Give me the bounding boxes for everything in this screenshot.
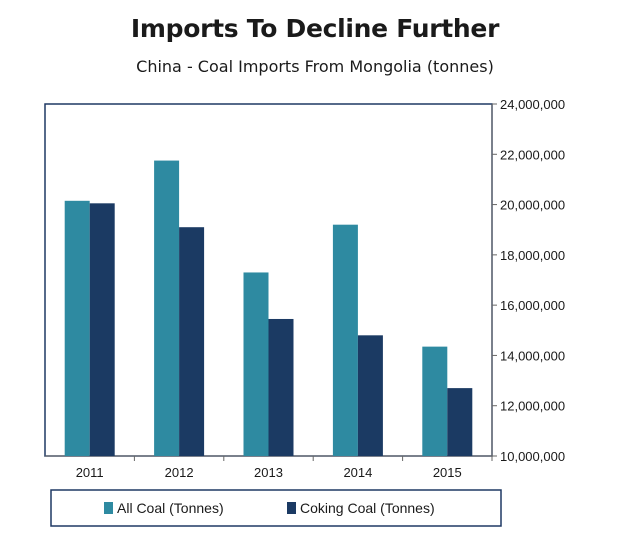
bar-coking-coal-2013 — [268, 318, 294, 456]
bar-all-coal-2014 — [332, 224, 358, 456]
chart-subtitle: China - Coal Imports From Mongolia (tonn… — [136, 57, 494, 76]
bar-coking-coal-2015 — [447, 388, 473, 456]
y-tick-label: 20,000,000 — [500, 198, 565, 213]
legend-label-all-coal: All Coal (Tonnes) — [117, 500, 224, 516]
x-tick-label-2011: 2011 — [76, 465, 104, 480]
y-tick-label: 22,000,000 — [500, 147, 565, 162]
bar-coking-coal-2014 — [357, 335, 383, 456]
legend-box — [50, 489, 502, 527]
legend-swatch-coking-coal — [287, 502, 296, 514]
bar-all-coal-2011 — [64, 200, 90, 456]
bar-all-coal-2012 — [154, 160, 180, 457]
x-tick-label-2015: 2015 — [433, 465, 462, 480]
x-tick-label-2013: 2013 — [254, 465, 283, 480]
y-tick-label: 14,000,000 — [500, 348, 565, 363]
y-tick-label: 16,000,000 — [500, 298, 565, 313]
bar-all-coal-2015 — [422, 346, 448, 456]
bar-coking-coal-2012 — [179, 227, 205, 456]
bar-all-coal-2013 — [243, 272, 269, 456]
bar-coking-coal-2011 — [89, 203, 115, 456]
x-tick-label-2012: 2012 — [165, 465, 194, 480]
y-tick-label: 10,000,000 — [500, 449, 565, 464]
x-tick-label-2014: 2014 — [343, 465, 372, 480]
y-tick-label: 12,000,000 — [500, 399, 565, 414]
legend-swatch-all-coal — [104, 502, 113, 514]
chart-title: Imports To Decline Further — [130, 14, 500, 43]
legend-label-coking-coal: Coking Coal (Tonnes) — [300, 500, 435, 516]
y-tick-label: 18,000,000 — [500, 248, 565, 263]
y-tick-label: 24,000,000 — [500, 97, 565, 112]
